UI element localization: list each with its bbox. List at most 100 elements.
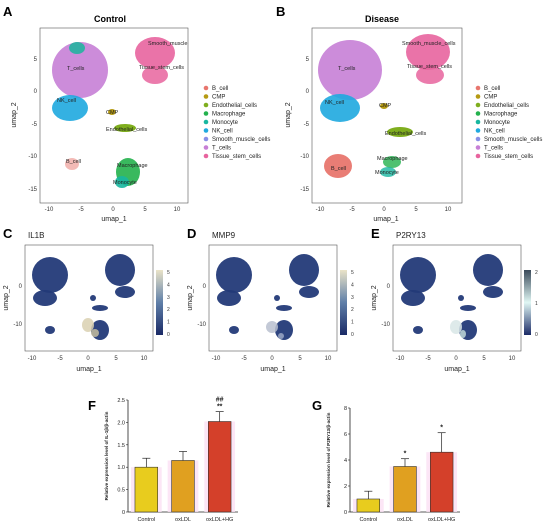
y-tick-label: 2 xyxy=(344,484,347,490)
colorbar-tick: 2 xyxy=(535,270,538,276)
y-tick: -10 xyxy=(197,322,206,328)
y-tick: -10 xyxy=(28,154,37,160)
x-tick: -10 xyxy=(28,356,37,362)
y-tick: 0 xyxy=(19,284,23,290)
cell-cluster xyxy=(289,254,319,286)
y-tick-label: 6 xyxy=(344,432,347,438)
y-tick-label: 0 xyxy=(344,510,347,516)
panel-letter-d: D xyxy=(187,226,196,241)
legend-swatch xyxy=(203,94,209,99)
legend-swatch xyxy=(203,85,209,91)
y-tick-label: 2.5 xyxy=(117,398,125,404)
x-tick: 0 xyxy=(86,356,90,362)
panel-a: A Control Smooth_muscle Tissue_stem_cell… xyxy=(3,4,189,223)
y-tick: 0 xyxy=(34,89,38,95)
cluster-nk-cell xyxy=(52,95,88,121)
legend-label: Tissue_stem_cells xyxy=(212,154,261,160)
cell-cluster xyxy=(45,326,55,334)
colorbar-tick: 3 xyxy=(351,295,354,301)
y-tick: -10 xyxy=(13,322,22,328)
cluster-b-cell xyxy=(65,158,79,170)
cluster-tissue-stem xyxy=(406,34,450,70)
x-axis-label: umap_1 xyxy=(76,366,101,373)
x-tick: 0 xyxy=(270,356,274,362)
x-tick: 0 xyxy=(111,207,115,213)
colorbar-tick: 0 xyxy=(351,332,354,338)
cell-cluster xyxy=(400,257,436,293)
cluster-endothelial xyxy=(114,124,136,132)
colorbar-tick: 3 xyxy=(167,295,170,301)
x-tick: 10 xyxy=(174,207,181,213)
colorbar-tick: 2 xyxy=(351,307,354,313)
x-ticks-b: -10 -5 0 5 10 xyxy=(316,207,452,213)
cluster-label: B_cell xyxy=(66,159,81,165)
cell-cluster xyxy=(90,295,96,301)
cell-cluster xyxy=(229,326,239,334)
legend-label: Macrophage xyxy=(212,112,246,118)
cell-cluster xyxy=(460,305,476,311)
legend-label: Macrophage xyxy=(484,112,518,118)
cell-cluster xyxy=(483,286,503,298)
colorbar-tick: 1 xyxy=(167,320,170,326)
colorbar-tick: 5 xyxy=(167,270,170,276)
legend-label: NK_cell xyxy=(212,129,233,135)
significance-mark: ## xyxy=(216,397,224,404)
y-tick: 0 xyxy=(387,284,391,290)
x-axis-label: umap_1 xyxy=(444,366,469,373)
cell-cluster xyxy=(413,326,423,334)
legend-label: B_cell xyxy=(484,86,500,92)
legend-swatch xyxy=(475,102,481,108)
cluster-label: NK_cell xyxy=(57,98,76,104)
y-tick: 5 xyxy=(306,57,310,63)
legend-swatch xyxy=(203,102,209,108)
y-tick: -15 xyxy=(300,187,309,193)
cluster-label: Tissue_stem_cells xyxy=(407,64,452,70)
gene-name-p2ry13: P2RY13 xyxy=(396,231,426,240)
colorbar-tick: 2 xyxy=(167,307,170,313)
x-axis-label: umap_1 xyxy=(373,216,398,223)
legend-swatch xyxy=(475,94,481,99)
legend-label: NK_cell xyxy=(484,129,505,135)
x-tick: -5 xyxy=(57,356,63,362)
y-ticks-b: 5 0 -5 -10 -15 xyxy=(300,57,309,193)
x-tick: -10 xyxy=(212,356,221,362)
legend-control: B_cell CMP Endothelial_cells Macrophage Mono… xyxy=(203,85,270,160)
legend-swatch xyxy=(475,153,481,159)
legend-swatch xyxy=(203,111,209,116)
panel-b: B Disease Smooth_muscle_cells Tissue_ste… xyxy=(276,4,463,223)
cluster-label: NK_cell xyxy=(325,100,344,106)
y-tick-label: 8 xyxy=(344,406,347,412)
y-tick-label: 0.5 xyxy=(117,488,125,494)
y-tick-label: 0 xyxy=(122,510,125,516)
legend-swatch xyxy=(203,145,209,150)
y-axis-label: umap_2 xyxy=(11,102,18,127)
panel-f: F xyxy=(88,398,96,413)
cell-cluster xyxy=(401,290,425,306)
legend-label: T_cells xyxy=(212,146,231,152)
cluster-b-cell xyxy=(324,154,352,178)
y-tick: -5 xyxy=(32,122,38,128)
y-tick: -10 xyxy=(381,322,390,328)
high-expression-cells xyxy=(91,329,99,337)
y-axis-label: umap_2 xyxy=(187,285,194,310)
significance-mark: * xyxy=(440,425,443,432)
colorbar-tick: 5 xyxy=(351,270,354,276)
category-label: oxLDL+HG xyxy=(206,517,233,523)
legend-label: CMP xyxy=(212,95,225,101)
cluster-label: Endothelial_cells xyxy=(106,127,148,133)
bar-chart-il1b: 0 0.5 1.0 1.5 2.0 2.5 Control oxLDL ##** oxLDL+HG… xyxy=(104,397,238,523)
cluster-label: B_cell xyxy=(331,166,346,172)
cell-cluster xyxy=(458,295,464,301)
cluster-smooth-muscle xyxy=(142,66,168,84)
y-axis-label: Relative expression level of IL-1β/β-act… xyxy=(104,411,109,500)
cluster-label: T_cells xyxy=(67,66,85,72)
category-label: oxLDL xyxy=(175,517,191,523)
cluster-tissue-stem xyxy=(135,37,175,69)
x-axis-label: umap_1 xyxy=(101,216,126,223)
legend-label: B_cell xyxy=(212,86,228,92)
cluster-cmp xyxy=(108,109,116,115)
colorbar-tick: 0 xyxy=(535,332,538,338)
bar xyxy=(429,451,454,513)
cluster-label: Monocyte xyxy=(375,170,399,176)
